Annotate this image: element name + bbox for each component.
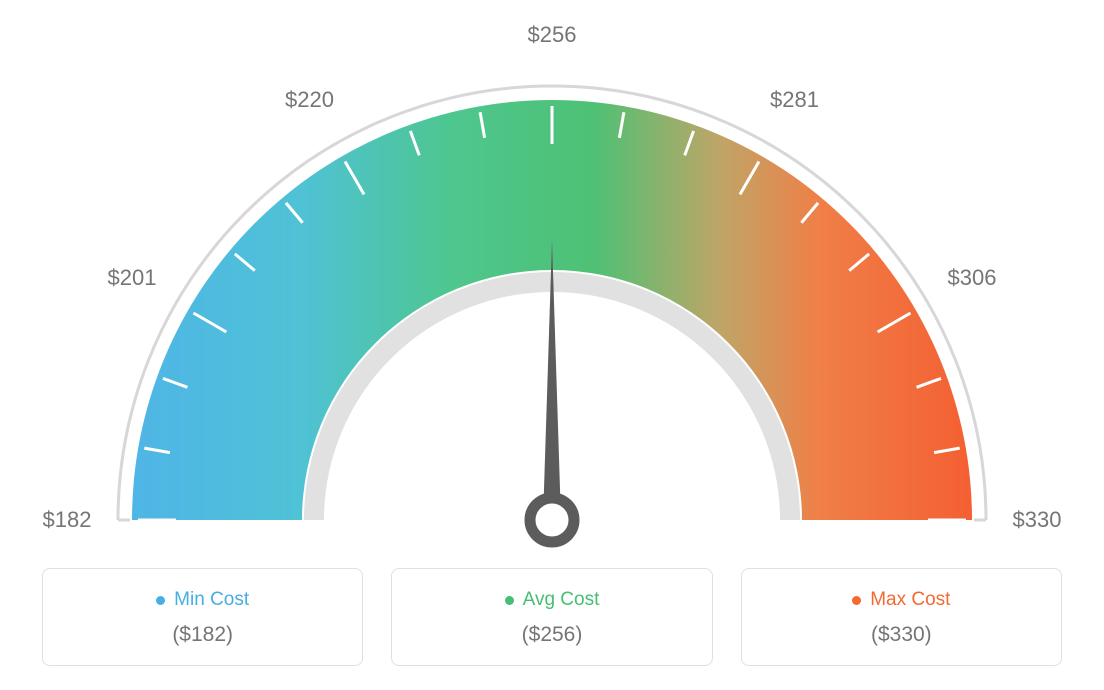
gauge-tick-label: $330 [1013, 507, 1062, 533]
gauge-tick-label: $306 [948, 265, 997, 291]
gauge-tick-label: $201 [107, 265, 156, 291]
legend-title-min: Min Cost [156, 589, 249, 611]
legend-label: Max Cost [870, 589, 950, 611]
gauge-tick-label: $220 [285, 87, 334, 113]
dot-icon [852, 596, 861, 605]
gauge-svg [0, 20, 1104, 580]
gauge-tick-label: $281 [770, 87, 819, 113]
legend-label: Avg Cost [523, 589, 600, 611]
legend-row: Min Cost ($182) Avg Cost ($256) Max Cost… [42, 568, 1062, 666]
legend-label: Min Cost [174, 589, 249, 611]
legend-value: ($182) [53, 623, 352, 647]
legend-card-max: Max Cost ($330) [741, 568, 1062, 666]
legend-title-max: Max Cost [852, 589, 950, 611]
legend-card-avg: Avg Cost ($256) [391, 568, 712, 666]
legend-title-avg: Avg Cost [505, 589, 600, 611]
gauge-tick-label: $256 [528, 22, 577, 48]
cost-gauge: $182 $201 $220 $256 $281 $306 $330 [0, 0, 1104, 560]
legend-card-min: Min Cost ($182) [42, 568, 363, 666]
dot-icon [505, 596, 514, 605]
legend-value: ($330) [752, 623, 1051, 647]
gauge-tick-label: $182 [43, 507, 92, 533]
dot-icon [156, 596, 165, 605]
legend-value: ($256) [402, 623, 701, 647]
